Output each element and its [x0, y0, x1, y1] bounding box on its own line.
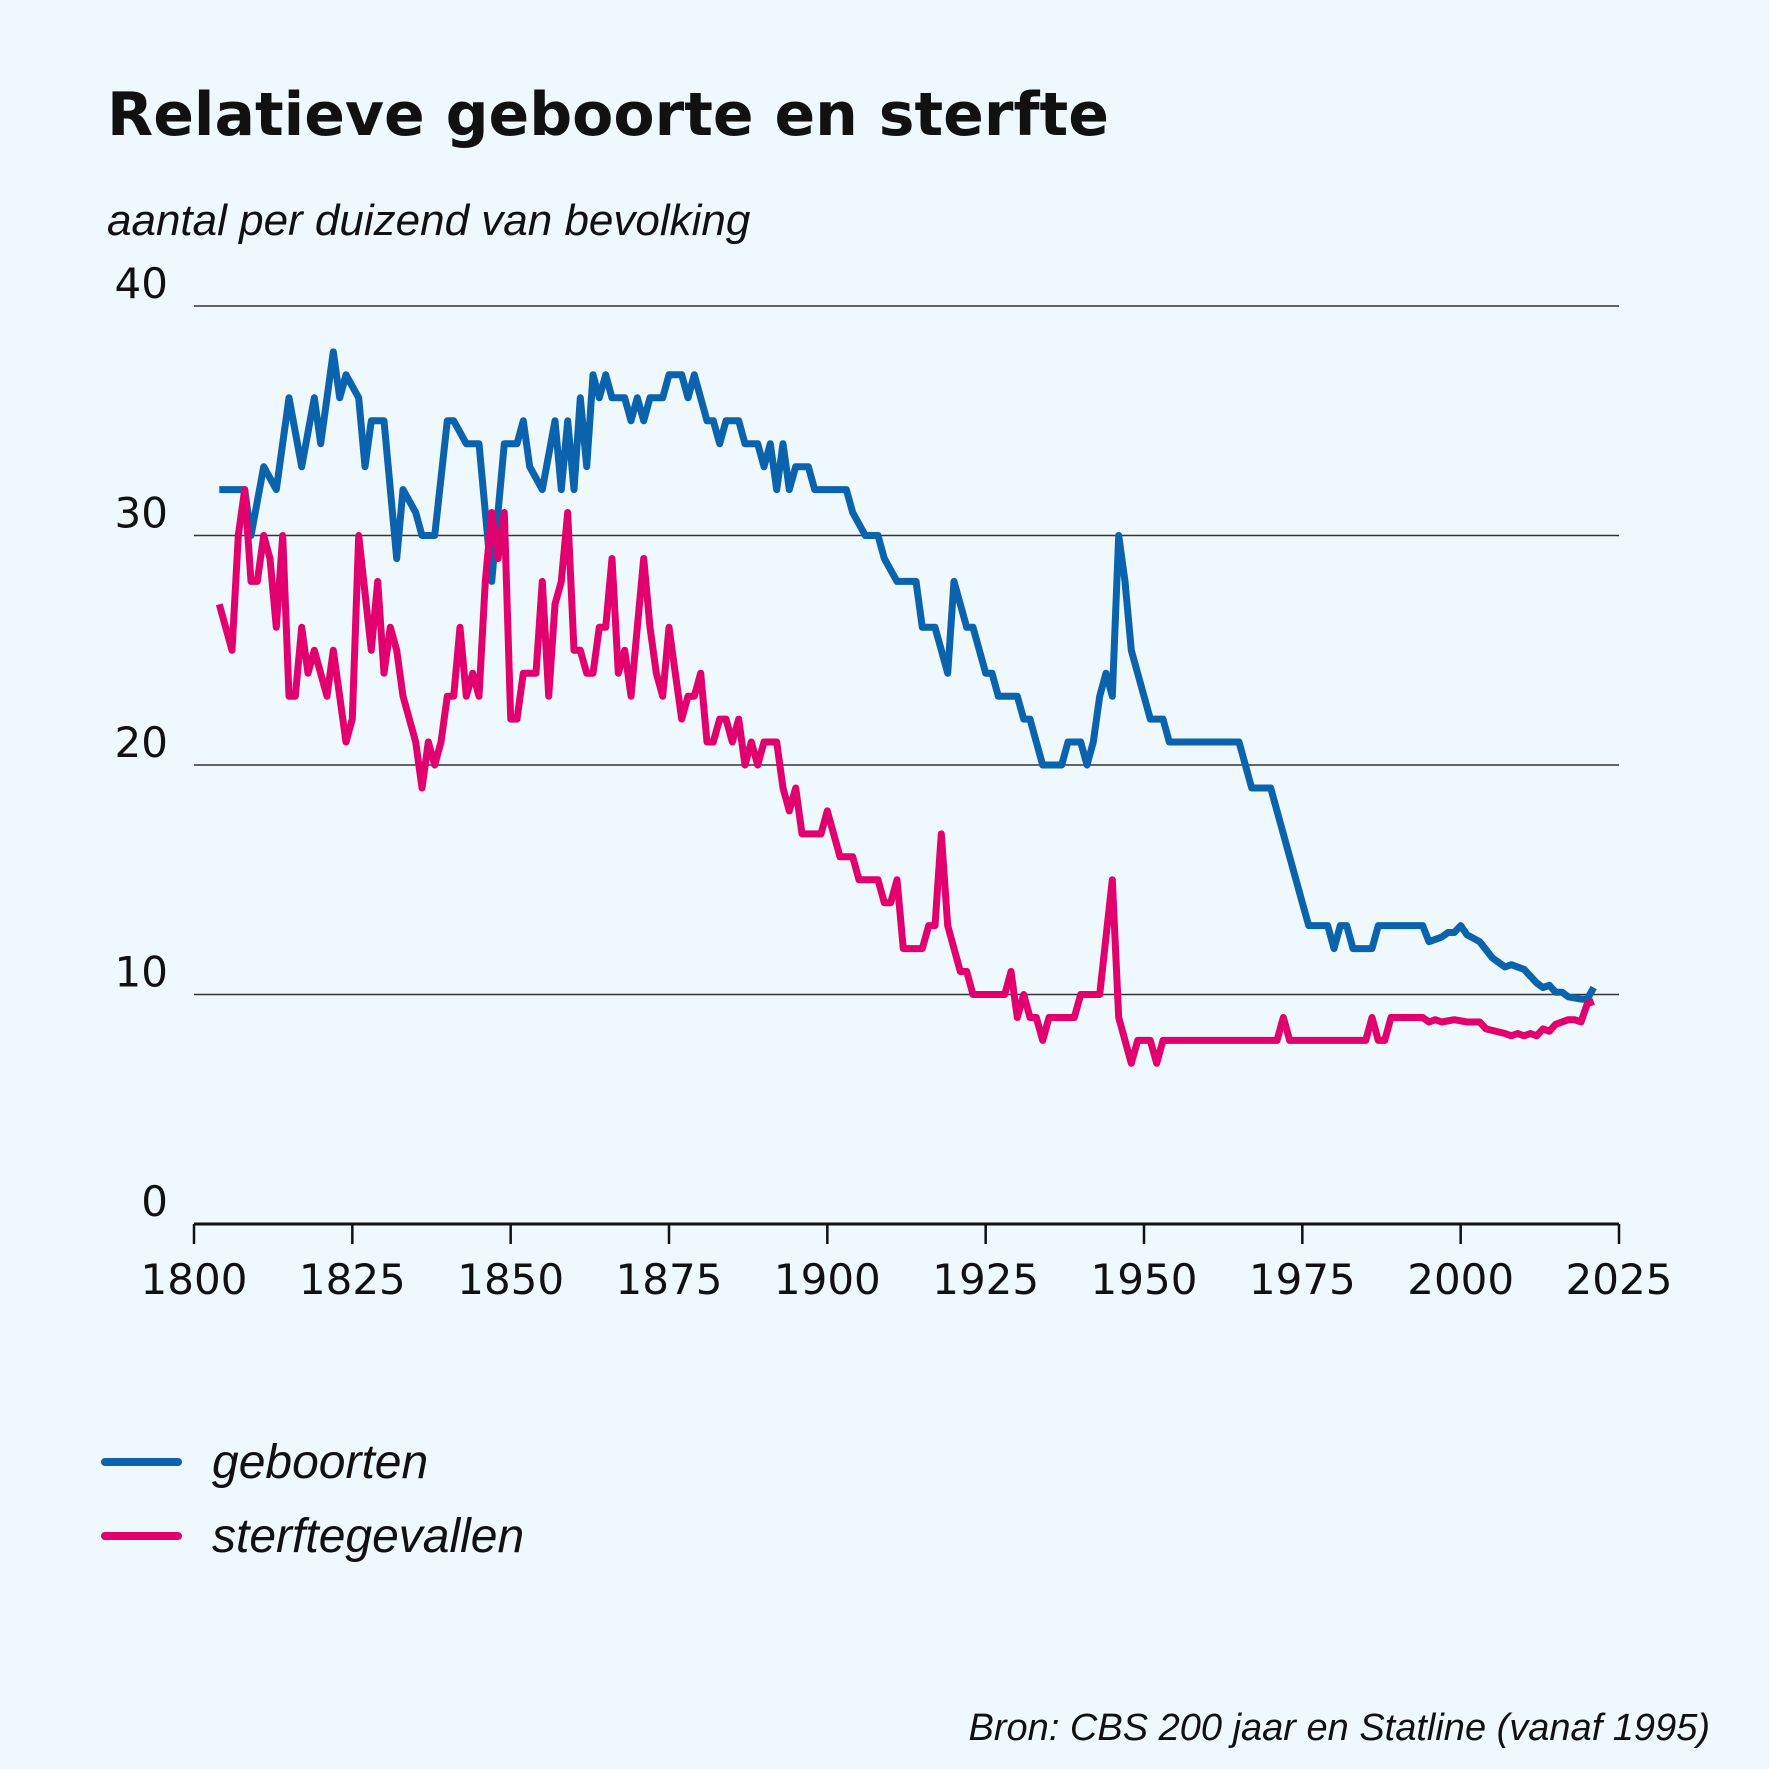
x-tick-label: 1875 — [616, 1255, 723, 1304]
legend-label: geboorten — [212, 1436, 428, 1489]
chart-title: Relatieve geboorte en sterfte — [107, 80, 1109, 150]
x-tick-label: 1950 — [1091, 1255, 1198, 1304]
line-series — [215, 486, 1595, 1067]
legend-label: sterftegevallen — [212, 1510, 524, 1563]
line-series — [219, 348, 1597, 1003]
x-tick-label: 2000 — [1407, 1255, 1514, 1304]
x-tick-label: 1975 — [1249, 1255, 1356, 1304]
x-tick-label: 1850 — [457, 1255, 564, 1304]
x-tick-label: 1800 — [141, 1255, 248, 1304]
y-tick-label: 20 — [115, 718, 168, 767]
y-tick-label: 0 — [141, 1177, 168, 1226]
y-tick-label: 10 — [115, 948, 168, 997]
x-tick-label: 2025 — [1566, 1255, 1673, 1304]
y-tick-label: 30 — [115, 489, 168, 538]
source: Bron: CBS 200 jaar en Statline (vanaf 19… — [969, 1707, 1710, 1749]
chart-subtitle: aantal per duizend van bevolking — [107, 196, 751, 245]
x-tick-label: 1825 — [299, 1255, 406, 1304]
y-tick-label: 40 — [115, 259, 168, 308]
x-tick-label: 1900 — [774, 1255, 881, 1304]
x-tick-label: 1925 — [932, 1255, 1039, 1304]
